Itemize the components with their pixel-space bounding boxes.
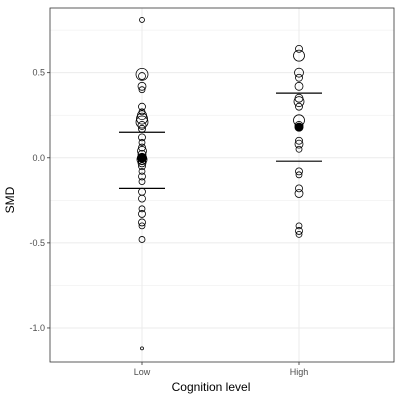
x-axis-ticks: Low High	[134, 362, 309, 377]
data-point	[138, 194, 146, 203]
data-point	[294, 67, 304, 78]
data-point	[138, 162, 146, 171]
panel-border	[49, 7, 395, 363]
y-tick-label: 0.5	[32, 68, 45, 78]
data-point	[138, 210, 146, 218]
data-point	[138, 222, 146, 230]
x-axis-title: Cognition level	[172, 380, 251, 394]
y-tick-label: -0.5	[29, 238, 45, 248]
y-tick-label: -1.0	[29, 323, 45, 333]
data-point	[138, 178, 146, 185]
data-point	[138, 86, 146, 94]
data-point	[293, 96, 305, 108]
data-point	[294, 189, 304, 198]
data-marks	[119, 17, 322, 351]
data-point	[295, 145, 303, 153]
data-point	[137, 81, 147, 91]
y-tick-label: 0.0	[32, 153, 45, 163]
data-point	[295, 230, 303, 238]
data-point	[295, 171, 303, 179]
data-point	[294, 81, 304, 91]
data-point	[138, 133, 146, 142]
y-axis-ticks: -1.0 -0.5 0.0 0.5	[29, 68, 50, 333]
data-point	[294, 139, 304, 149]
data-point	[295, 167, 303, 176]
mean-point	[294, 122, 304, 132]
data-point	[135, 115, 149, 129]
grid-lines	[50, 8, 394, 362]
data-point	[138, 218, 146, 227]
data-point	[137, 121, 147, 130]
x-tick-label: Low	[134, 367, 151, 377]
data-point	[295, 184, 303, 193]
data-point	[295, 44, 303, 53]
data-point	[138, 172, 146, 181]
data-point	[138, 139, 146, 146]
data-point	[138, 205, 146, 213]
data-point	[135, 67, 149, 81]
data-point	[138, 236, 146, 243]
mean-point	[137, 153, 147, 163]
data-point	[136, 112, 148, 125]
data-point	[138, 72, 146, 80]
data-point	[139, 17, 145, 23]
data-point	[295, 73, 303, 82]
x-tick-label: High	[290, 367, 309, 377]
data-point	[138, 167, 146, 175]
data-point	[293, 49, 305, 62]
data-point	[295, 136, 303, 145]
data-point	[140, 346, 144, 351]
data-point	[295, 222, 303, 230]
data-point	[295, 227, 303, 235]
data-point	[295, 102, 303, 111]
data-point	[138, 102, 146, 111]
y-axis-title: SMD	[3, 186, 17, 213]
